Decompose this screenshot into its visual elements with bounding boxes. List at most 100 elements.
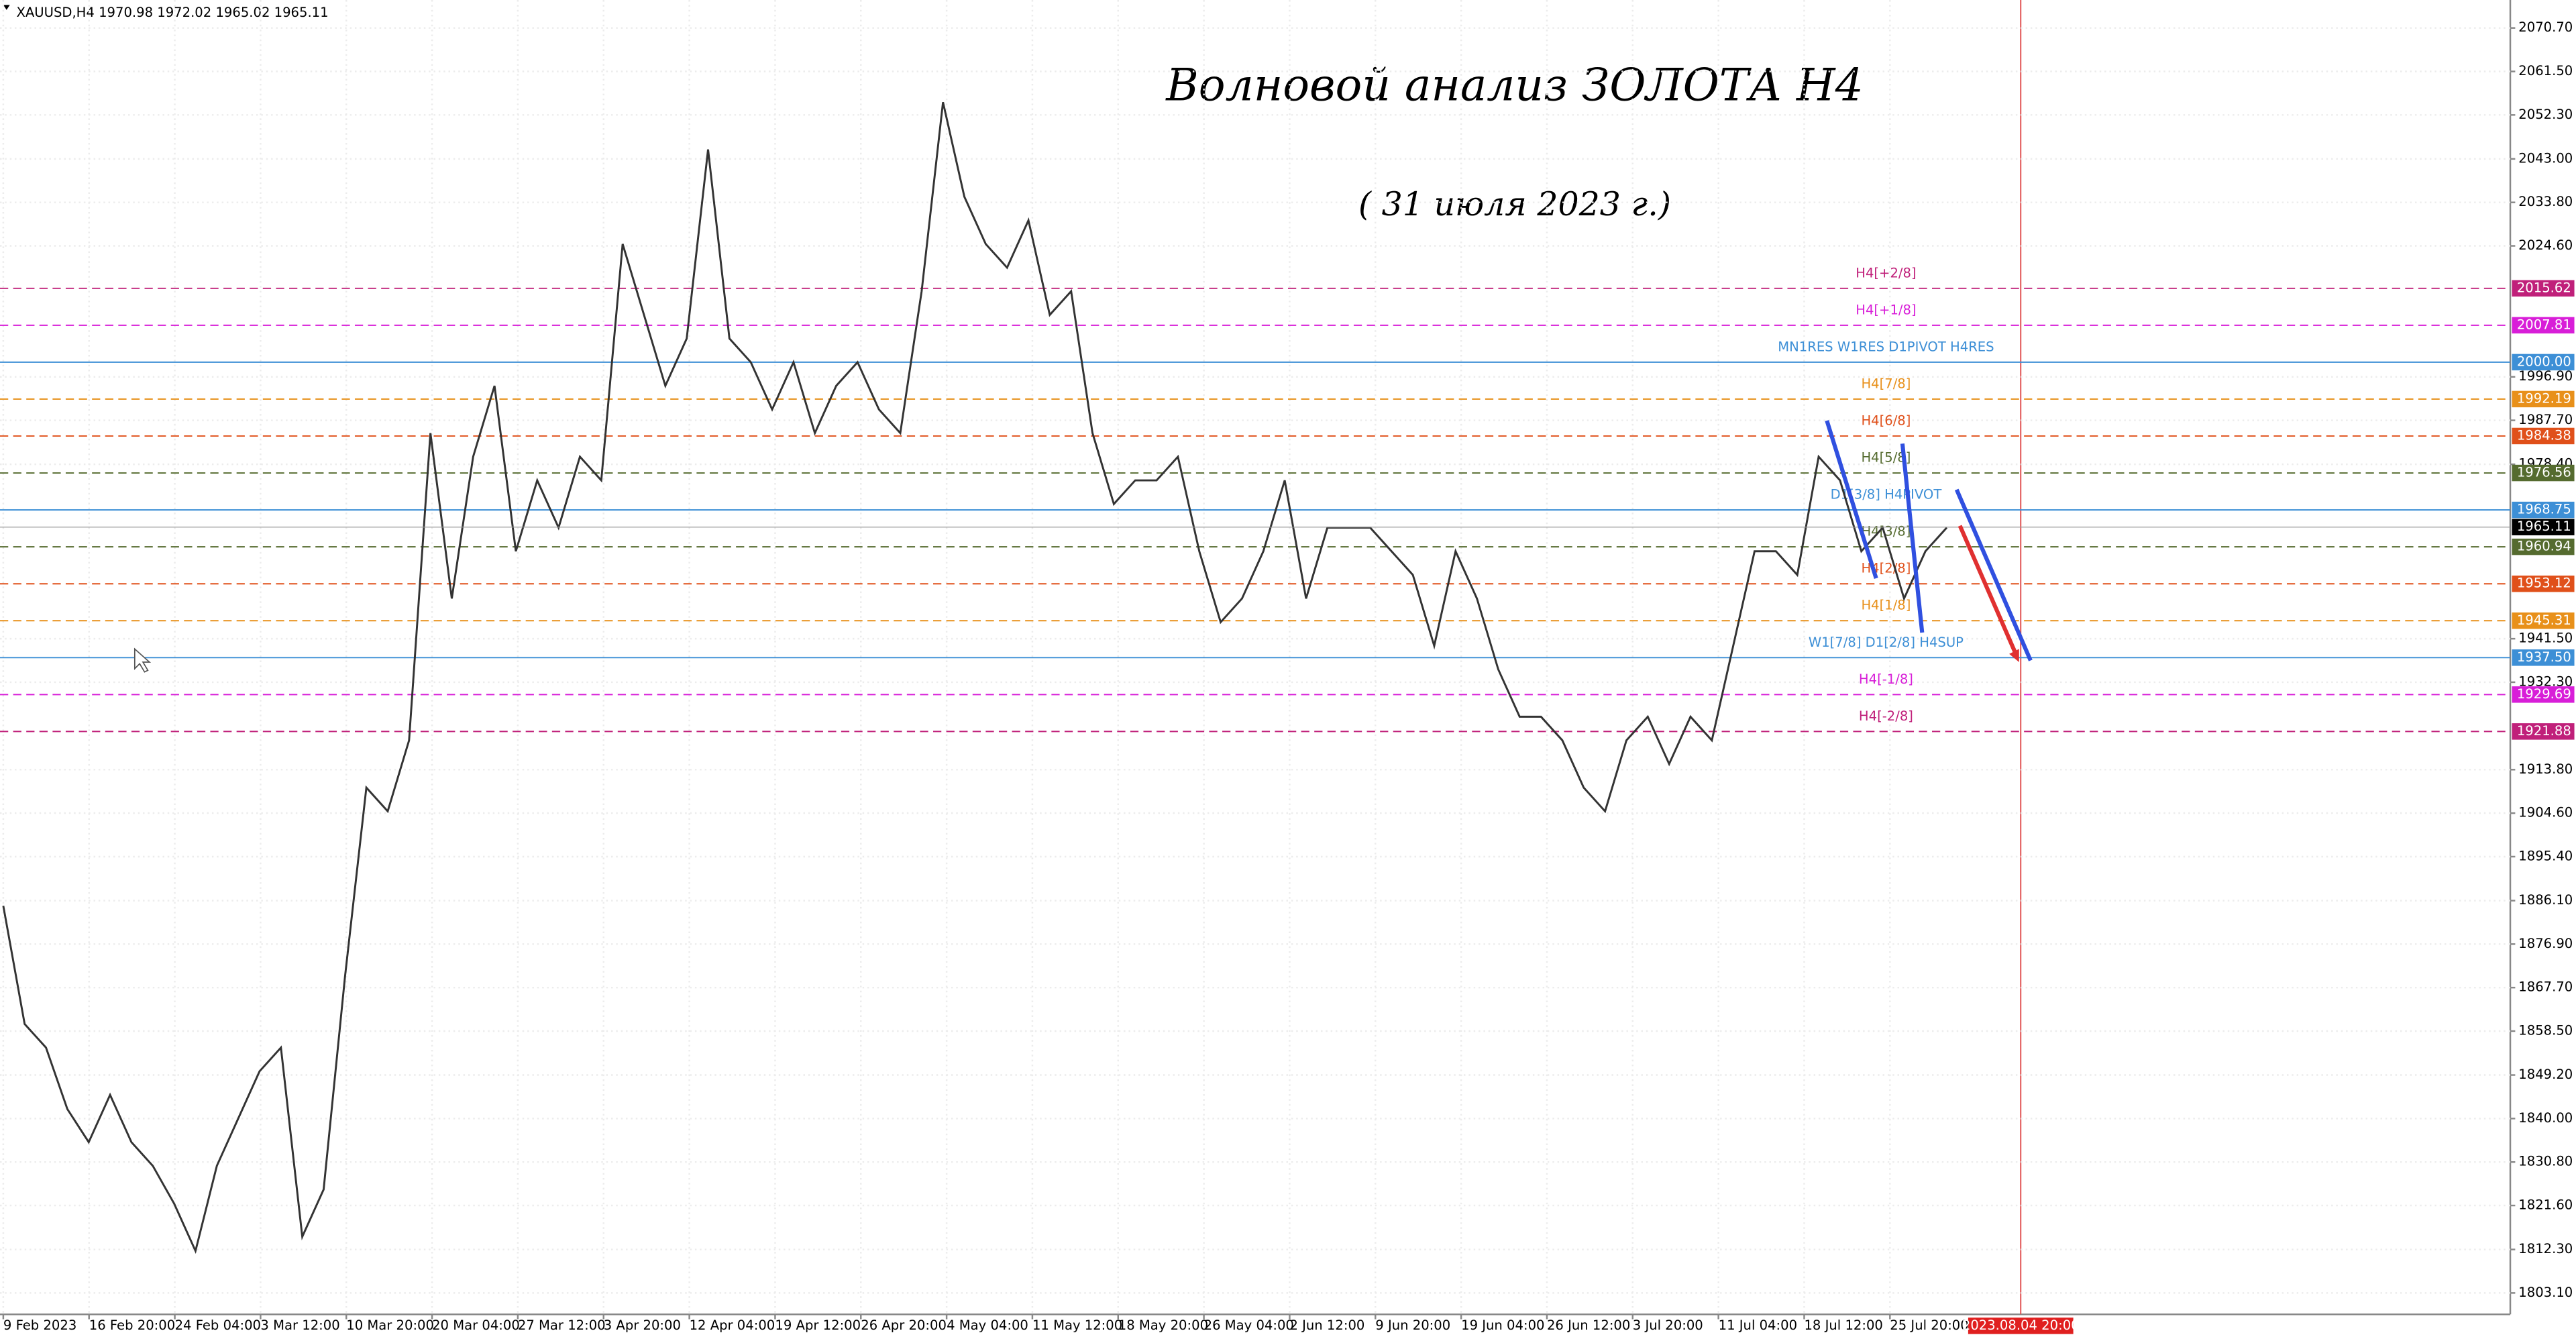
y-tick-label: 1996.90 bbox=[2518, 368, 2573, 384]
level-price-box bbox=[2512, 686, 2575, 703]
y-tick-label: 1858.50 bbox=[2518, 1022, 2573, 1038]
level-price: 1953.12 bbox=[2517, 576, 2571, 591]
level-price: 1929.69 bbox=[2517, 686, 2571, 702]
menu-arrow[interactable] bbox=[3, 5, 10, 10]
title: Волновой анализ ЗОЛОТА H4 bbox=[1165, 59, 1863, 111]
level-name: H4[7/8] bbox=[1861, 376, 1911, 391]
forecast-arrow bbox=[1957, 525, 2018, 655]
level-price: 1921.88 bbox=[2517, 723, 2571, 739]
level-name: H4[5/8] bbox=[1861, 450, 1911, 466]
y-tick-label: 1849.20 bbox=[2518, 1067, 2573, 1082]
x-tick-label: 3 Mar 12:00 bbox=[260, 1318, 339, 1333]
x-tick-label: 18 May 20:00 bbox=[1118, 1318, 1208, 1333]
level-price-box bbox=[2512, 354, 2575, 371]
y-tick-label: 2061.50 bbox=[2518, 63, 2573, 78]
subtitle: ( 31 июля 2023 г.) bbox=[1358, 185, 1671, 223]
y-tick-label: 1886.10 bbox=[2518, 892, 2573, 908]
level-price-box bbox=[2512, 612, 2575, 629]
level-price-box bbox=[2512, 390, 2575, 408]
level-price-box bbox=[2512, 538, 2575, 555]
arrow-head bbox=[2009, 649, 2019, 662]
level-price: 1976.56 bbox=[2517, 465, 2571, 480]
x-tick-label: 26 Apr 20:00 bbox=[861, 1318, 947, 1333]
x-tick-label: 3 Jul 20:00 bbox=[1633, 1318, 1703, 1333]
x-tick-label: 19 Jun 04:00 bbox=[1461, 1318, 1544, 1333]
level-price: 2000.00 bbox=[2517, 354, 2571, 369]
x-tick-label: 20 Mar 04:00 bbox=[432, 1318, 520, 1333]
level-price-box bbox=[2512, 575, 2575, 592]
wave-line bbox=[1900, 443, 1925, 633]
level-price: 2015.62 bbox=[2517, 280, 2571, 295]
x-tick-label: 27 Mar 12:00 bbox=[518, 1318, 606, 1333]
y-tick-label: 2024.60 bbox=[2518, 237, 2573, 253]
future-label: 2023.08.04 20:00 bbox=[1962, 1318, 2080, 1333]
y-tick-label: 1941.50 bbox=[2518, 631, 2573, 646]
symbol-info: XAUUSD,H4 1970.98 1972.02 1965.02 1965.1… bbox=[16, 5, 328, 20]
level-name: W1[7/8] D1[2/8] H4SUP bbox=[1809, 635, 1964, 650]
y-tick-label: 2033.80 bbox=[2518, 194, 2573, 209]
x-tick-label: 3 Apr 20:00 bbox=[604, 1318, 681, 1333]
level-price-box bbox=[2512, 723, 2575, 740]
level-price: 1968.75 bbox=[2517, 502, 2571, 517]
last-price: 1965.11 bbox=[2517, 519, 2571, 534]
level-price: 1960.94 bbox=[2517, 539, 2571, 554]
level-price: 1937.50 bbox=[2517, 649, 2571, 665]
level-price-box bbox=[2512, 649, 2575, 666]
level-name: H4[+2/8] bbox=[1856, 265, 1916, 280]
last-price-box bbox=[2512, 519, 2575, 535]
level-price-box bbox=[2512, 501, 2575, 519]
y-tick-label: 1867.70 bbox=[2518, 979, 2573, 995]
y-tick-label: 1812.30 bbox=[2518, 1241, 2573, 1256]
cursor bbox=[133, 647, 152, 673]
x-tick-label: 16 Feb 20:00 bbox=[89, 1318, 175, 1333]
annotations bbox=[133, 420, 2033, 673]
level-price-box bbox=[2512, 317, 2575, 334]
x-tick-label: 10 Mar 20:00 bbox=[346, 1318, 434, 1333]
y-tick-label: 1803.10 bbox=[2518, 1285, 2573, 1300]
level-price: 2007.81 bbox=[2517, 317, 2571, 332]
level-name: H4[6/8] bbox=[1861, 413, 1911, 428]
x-tick-label: 24 Feb 04:00 bbox=[175, 1318, 261, 1333]
level-name: H4[2/8] bbox=[1861, 561, 1911, 576]
y-tick-label: 1830.80 bbox=[2518, 1154, 2573, 1169]
y-tick-label: 2070.70 bbox=[2518, 19, 2573, 35]
x-tick-label: 26 Jun 12:00 bbox=[1547, 1318, 1630, 1333]
future-label-box bbox=[1968, 1318, 2074, 1334]
x-tick-label: 4 May 04:00 bbox=[947, 1318, 1028, 1333]
level-name: H4[1/8] bbox=[1861, 598, 1911, 613]
x-tick-label: 26 May 04:00 bbox=[1204, 1318, 1294, 1333]
y-tick-label: 1821.60 bbox=[2518, 1197, 2573, 1213]
x-tick-label: 11 May 12:00 bbox=[1032, 1318, 1122, 1333]
y-tick-label: 1904.60 bbox=[2518, 805, 2573, 820]
y-tick-label: 2052.30 bbox=[2518, 107, 2573, 122]
y-tick-label: 2043.00 bbox=[2518, 150, 2573, 166]
level-price: 1945.31 bbox=[2517, 612, 2571, 628]
wave-line bbox=[1954, 488, 2033, 661]
x-tick-label: 2 Jun 12:00 bbox=[1289, 1318, 1364, 1333]
level-name: H4[-1/8] bbox=[1859, 672, 1913, 687]
x-tick-label: 19 Apr 12:00 bbox=[775, 1318, 861, 1333]
level-name: H4[+1/8] bbox=[1856, 302, 1916, 317]
level-price-box bbox=[2512, 464, 2575, 482]
y-tick-label: 1895.40 bbox=[2518, 848, 2573, 863]
level-name: MN1RES W1RES D1PIVOT H4RES bbox=[1778, 339, 1994, 354]
y-tick-label: 1876.90 bbox=[2518, 936, 2573, 951]
level-price-box bbox=[2512, 427, 2575, 445]
x-tick-label: 12 Apr 04:00 bbox=[690, 1318, 775, 1333]
y-tick-label: 1932.30 bbox=[2518, 674, 2573, 689]
y-tick-label: 1840.00 bbox=[2518, 1110, 2573, 1126]
level-price: 1992.19 bbox=[2517, 390, 2571, 406]
y-tick-label: 1913.80 bbox=[2518, 761, 2573, 777]
level-price-box bbox=[2512, 280, 2575, 297]
level-price: 1984.38 bbox=[2517, 427, 2571, 443]
x-tick-label: 25 Jul 20:00 bbox=[1890, 1318, 1968, 1333]
x-tick-label: 9 Feb 2023 bbox=[3, 1318, 76, 1333]
x-tick-label: 18 Jul 12:00 bbox=[1804, 1318, 1882, 1333]
x-tick-label: 11 Jul 04:00 bbox=[1719, 1318, 1797, 1333]
price-line bbox=[2, 101, 1948, 1254]
y-tick-label: 1987.70 bbox=[2518, 412, 2573, 427]
x-tick-label: 9 Jun 20:00 bbox=[1375, 1318, 1450, 1333]
level-name: H4[-2/8] bbox=[1859, 708, 1913, 724]
